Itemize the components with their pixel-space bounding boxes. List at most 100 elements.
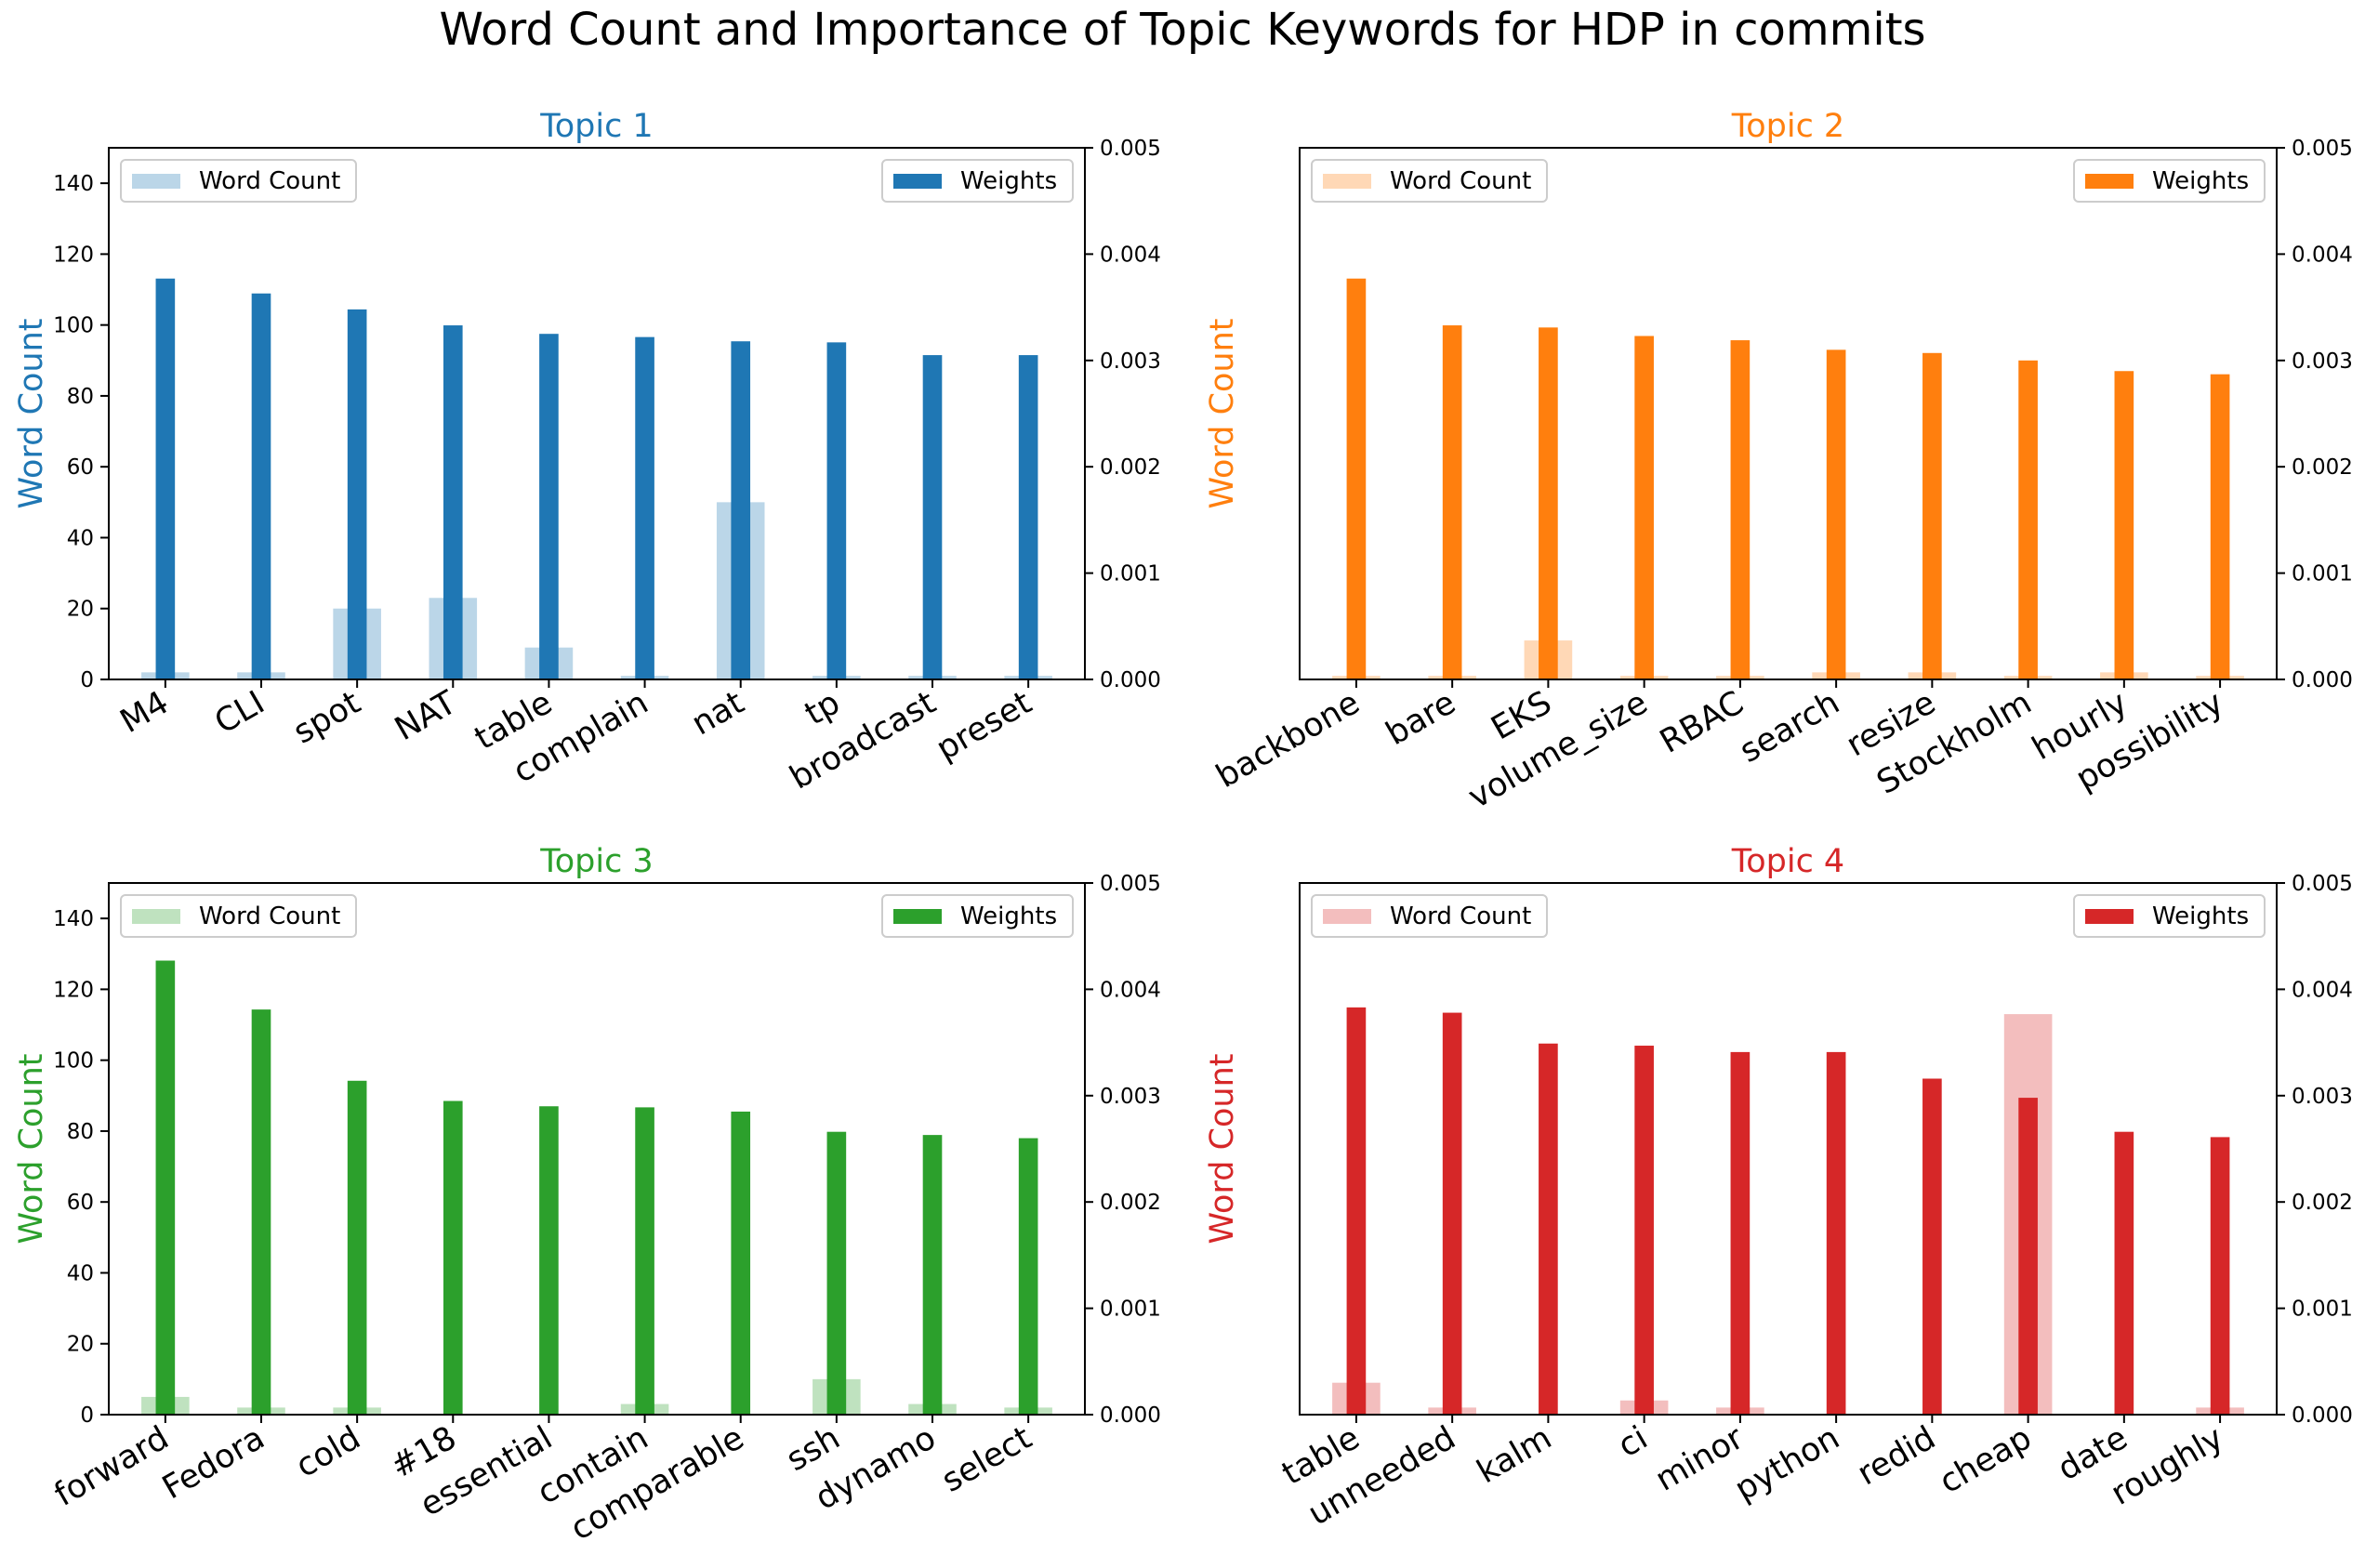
legend-weights-box xyxy=(2073,159,2266,203)
legend-weights-box xyxy=(2073,894,2266,938)
legend-word-count-swatch xyxy=(132,909,180,924)
legend-word-count-label: Word Count xyxy=(1390,903,1531,930)
subplot-title: Topic 4 xyxy=(1731,843,1844,880)
y2-tick-label: 0.005 xyxy=(1100,872,1161,896)
weight-bar xyxy=(1442,1012,1462,1415)
weight-bar xyxy=(155,960,176,1415)
x-tick-label: CLI xyxy=(209,684,271,742)
weight-bar xyxy=(1018,355,1038,679)
x-tick-label: nat xyxy=(686,684,751,743)
weight-bar xyxy=(347,309,367,679)
y-tick-label: 120 xyxy=(53,978,94,1002)
weight-bar xyxy=(731,1111,751,1415)
x-tick-label: kalm xyxy=(1471,1419,1558,1491)
y2-tick-label: 0.001 xyxy=(2292,1298,2353,1322)
weight-bar xyxy=(1730,1051,1751,1415)
weight-bar xyxy=(1634,1046,1654,1415)
weight-bar xyxy=(1826,349,1846,679)
x-tick-label: M4 xyxy=(114,684,175,741)
subplot-title: Topic 2 xyxy=(1731,108,1844,145)
legend-weights-box xyxy=(881,894,1074,938)
x-tick-label: RBAC xyxy=(1654,684,1750,761)
weight-bar xyxy=(2114,1131,2134,1415)
weight-bar xyxy=(1634,336,1654,679)
legend-weights-swatch xyxy=(2085,909,2134,924)
y2-tick-label: 0.000 xyxy=(1100,668,1161,692)
y-tick-label: 60 xyxy=(67,1191,94,1215)
weight-bar xyxy=(1922,352,1942,679)
y-tick-label: 80 xyxy=(67,385,94,409)
plot-frame xyxy=(1299,882,2278,1416)
subplot-title: Topic 1 xyxy=(539,108,653,145)
y2-tick-label: 0.003 xyxy=(1100,1085,1161,1109)
x-tick-label: bare xyxy=(1380,684,1461,753)
y-tick-label: 40 xyxy=(67,1261,94,1285)
plot-frame xyxy=(1299,147,2278,680)
weight-bar xyxy=(922,1135,943,1415)
y2-tick-label: 0.000 xyxy=(2292,668,2353,692)
weight-bar xyxy=(635,1107,654,1415)
legend-weights-label: Weights xyxy=(960,903,1057,930)
plot-frame xyxy=(108,147,1086,680)
y-tick-label: 0 xyxy=(80,668,94,692)
legend-weights-box xyxy=(881,159,1074,203)
weight-bar xyxy=(1730,340,1751,679)
y-tick-label: 100 xyxy=(53,1049,94,1074)
y2-tick-label: 0.001 xyxy=(1100,562,1161,586)
weight-bar xyxy=(2114,371,2134,679)
y-axis-label: Word Count xyxy=(13,1053,50,1244)
legend-weights-swatch xyxy=(893,909,942,924)
y2-tick-label: 0.005 xyxy=(2292,872,2353,896)
x-tick-label: tp xyxy=(799,684,846,733)
y-axis-label: Word Count xyxy=(1204,318,1241,508)
x-tick-label: select xyxy=(936,1419,1038,1500)
weight-bar xyxy=(1539,327,1558,679)
weight-bar xyxy=(1922,1078,1942,1415)
legend-word-count-swatch xyxy=(1323,174,1371,189)
x-tick-label: search xyxy=(1734,684,1846,771)
legend-weights-label: Weights xyxy=(2152,903,2249,930)
x-tick-label: redid xyxy=(1852,1419,1942,1493)
plot-frame xyxy=(108,882,1086,1416)
y-tick-label: 20 xyxy=(67,598,94,622)
y-tick-label: 100 xyxy=(53,314,94,338)
weight-bar xyxy=(2210,1137,2230,1415)
weight-bar xyxy=(443,1100,463,1415)
legend-word-count-box xyxy=(120,894,357,938)
legend-word-count-swatch xyxy=(1323,909,1371,924)
weight-bar xyxy=(1346,278,1367,679)
y-tick-label: 20 xyxy=(67,1333,94,1357)
x-tick-label: forward xyxy=(48,1419,175,1514)
chart-topic-1: 0 20 40 60 80 100 120 140 0.000 0.001 0.002 0.003 0.… xyxy=(13,108,1161,797)
y2-tick-label: 0.003 xyxy=(2292,1085,2353,1109)
y-tick-label: 120 xyxy=(53,243,94,267)
weight-bar xyxy=(155,278,176,679)
y-tick-label: 140 xyxy=(53,907,94,931)
y2-tick-label: 0.002 xyxy=(1100,1191,1161,1215)
legend-weights-swatch xyxy=(893,174,942,189)
legend-word-count-label: Word Count xyxy=(199,167,340,195)
y-tick-label: 40 xyxy=(67,526,94,550)
y2-tick-label: 0.002 xyxy=(2292,1191,2353,1215)
x-tick-label: volume_size xyxy=(1462,684,1654,816)
y2-tick-label: 0.001 xyxy=(2292,562,2353,586)
y2-tick-label: 0.005 xyxy=(1100,137,1161,161)
y2-tick-label: 0.000 xyxy=(2292,1403,2353,1428)
weight-bar xyxy=(2018,1098,2038,1415)
weight-bar xyxy=(922,355,943,679)
x-tick-label: backbone xyxy=(1210,684,1367,796)
weight-bar xyxy=(1442,325,1462,679)
y2-tick-label: 0.002 xyxy=(2292,455,2353,480)
x-tick-label: python xyxy=(1729,1419,1846,1509)
y2-tick-label: 0.005 xyxy=(2292,137,2353,161)
y2-tick-label: 0.003 xyxy=(2292,349,2353,374)
y-tick-label: 0 xyxy=(80,1403,94,1428)
legend-weights-swatch xyxy=(2085,174,2134,189)
legend-word-count-label: Word Count xyxy=(199,903,340,930)
legend-weights-label: Weights xyxy=(2152,167,2249,195)
legend-word-count-box xyxy=(1311,159,1548,203)
legend-word-count-box xyxy=(120,159,357,203)
weight-bar xyxy=(1018,1138,1038,1415)
y2-tick-label: 0.000 xyxy=(1100,1403,1161,1428)
